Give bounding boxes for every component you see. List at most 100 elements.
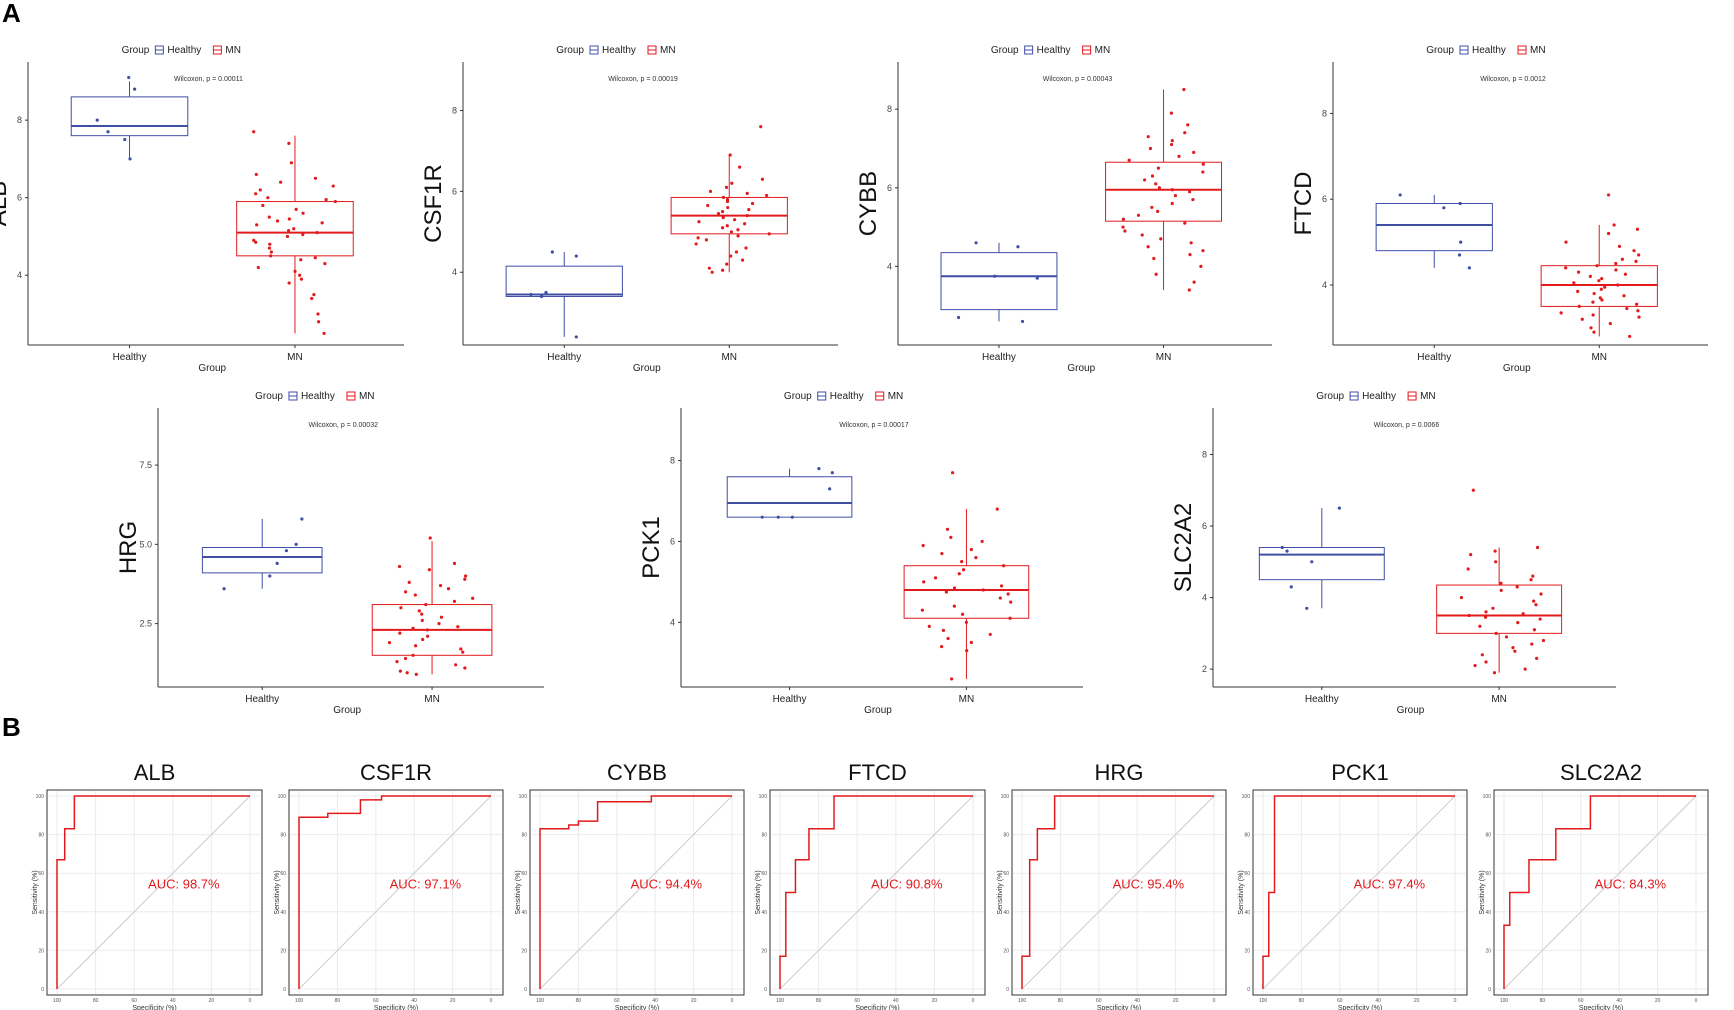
roc-y-tick-label: 0 bbox=[1247, 987, 1250, 993]
roc-x-tick-label: 80 bbox=[93, 998, 99, 1004]
point-healthy bbox=[1459, 240, 1463, 244]
legend-label-healthy: Healthy bbox=[1362, 391, 1396, 402]
point-mn bbox=[1009, 600, 1013, 604]
point-mn bbox=[1157, 186, 1162, 190]
roc-y-axis-title: Sensitivity (%) bbox=[515, 870, 522, 914]
roc-y-tick-label: 20 bbox=[521, 948, 527, 954]
roc-curve bbox=[1021, 795, 1214, 989]
point-mn bbox=[760, 177, 765, 181]
point-mn bbox=[724, 185, 729, 189]
point-mn bbox=[428, 536, 432, 540]
point-mn bbox=[1188, 252, 1192, 257]
point-mn bbox=[1480, 653, 1484, 657]
point-mn bbox=[720, 209, 725, 214]
legend-label-healthy: Healthy bbox=[830, 391, 864, 402]
point-healthy bbox=[300, 517, 304, 521]
roc-x-axis-title: Specificity (%) bbox=[855, 1005, 899, 1010]
point-mn bbox=[1564, 240, 1568, 244]
point-mn bbox=[254, 192, 258, 196]
point-mn bbox=[1199, 264, 1203, 268]
point-mn bbox=[1469, 553, 1473, 557]
point-mn bbox=[1156, 209, 1160, 213]
roc-x-tick-label: 0 bbox=[1213, 998, 1216, 1004]
point-mn bbox=[1159, 237, 1163, 241]
point-mn bbox=[1608, 321, 1612, 326]
point-mn bbox=[254, 240, 258, 244]
point-mn bbox=[285, 234, 290, 239]
legend-label-healthy: Healthy bbox=[301, 391, 335, 402]
roc-curve bbox=[779, 795, 973, 989]
point-healthy bbox=[1016, 245, 1020, 249]
point-mn bbox=[961, 612, 965, 616]
point-healthy bbox=[95, 118, 99, 122]
stat-label: Wilcoxon, p = 0.00011 bbox=[174, 76, 243, 83]
point-mn bbox=[767, 232, 771, 236]
point-mn bbox=[981, 588, 985, 592]
point-mn bbox=[721, 195, 726, 200]
point-mn bbox=[1173, 194, 1178, 198]
point-mn bbox=[750, 201, 755, 206]
point-mn bbox=[261, 203, 265, 208]
roc-x-tick-label: 0 bbox=[731, 998, 734, 1004]
point-mn bbox=[1140, 233, 1144, 237]
point-mn bbox=[315, 230, 319, 235]
point-mn bbox=[759, 125, 763, 129]
roc-x-tick-label: 60 bbox=[1337, 998, 1343, 1004]
roc-x-tick-label: 80 bbox=[576, 998, 582, 1004]
y-axis-title: CSF1R bbox=[420, 164, 447, 243]
y-tick-label: 6 bbox=[17, 193, 22, 203]
y-tick-label: 4 bbox=[1202, 593, 1207, 603]
point-mn bbox=[730, 181, 734, 185]
point-mn bbox=[1201, 249, 1205, 253]
point-mn bbox=[1577, 304, 1581, 309]
point-mn bbox=[1187, 288, 1191, 292]
point-mn bbox=[1459, 595, 1464, 600]
box-panel-FTCD: Group Healthy MN 4 6 8 Healthy MN Group FTCD Wilco… bbox=[1290, 45, 1708, 374]
point-healthy bbox=[574, 254, 578, 258]
point-healthy bbox=[222, 587, 226, 591]
point-mn bbox=[1635, 302, 1639, 306]
y-tick-label: 5.0 bbox=[139, 539, 152, 549]
point-mn bbox=[710, 270, 714, 274]
point-mn bbox=[1189, 241, 1193, 245]
legend-label-mn: MN bbox=[1095, 45, 1111, 56]
point-mn bbox=[736, 234, 740, 238]
point-mn bbox=[729, 254, 733, 258]
point-mn bbox=[998, 596, 1002, 600]
auc-label: AUC: 95.4% bbox=[1113, 876, 1185, 891]
roc-y-tick-label: 100 bbox=[519, 794, 528, 800]
point-mn bbox=[1148, 146, 1153, 151]
point-mn bbox=[252, 130, 256, 134]
point-mn bbox=[964, 620, 968, 624]
point-mn bbox=[421, 637, 425, 642]
point-mn bbox=[1637, 253, 1641, 257]
y-tick-label: 4 bbox=[670, 617, 675, 627]
roc-y-axis-title: Sensitivity (%) bbox=[1479, 870, 1486, 914]
roc-x-tick-label: 0 bbox=[490, 998, 493, 1004]
point-mn bbox=[255, 223, 259, 227]
legend-title: Group bbox=[255, 391, 283, 402]
roc-x-tick-label: 80 bbox=[335, 998, 341, 1004]
roc-x-tick-label: 40 bbox=[893, 998, 899, 1004]
point-mn bbox=[1523, 667, 1527, 671]
y-tick-label: 7.5 bbox=[139, 460, 152, 470]
roc-title: HRG bbox=[1095, 760, 1144, 785]
point-mn bbox=[310, 296, 314, 301]
point-healthy bbox=[1467, 266, 1471, 270]
x-axis-title: Group bbox=[633, 363, 661, 374]
point-mn bbox=[398, 631, 402, 635]
point-healthy bbox=[830, 471, 834, 475]
point-mn bbox=[411, 626, 415, 630]
box-healthy bbox=[70, 96, 189, 137]
point-mn bbox=[413, 593, 417, 597]
x-tick-label-healthy: Healthy bbox=[773, 694, 807, 705]
panel-label-b: B bbox=[2, 712, 21, 742]
point-healthy bbox=[284, 549, 289, 553]
x-tick-label-mn: MN bbox=[721, 352, 737, 363]
point-mn bbox=[1637, 315, 1641, 319]
roc-y-tick-label: 0 bbox=[524, 987, 527, 993]
point-mn bbox=[471, 596, 475, 600]
roc-y-axis-title: Sensitivity (%) bbox=[32, 870, 39, 914]
point-mn bbox=[269, 250, 273, 254]
roc-y-tick-label: 60 bbox=[521, 871, 527, 877]
